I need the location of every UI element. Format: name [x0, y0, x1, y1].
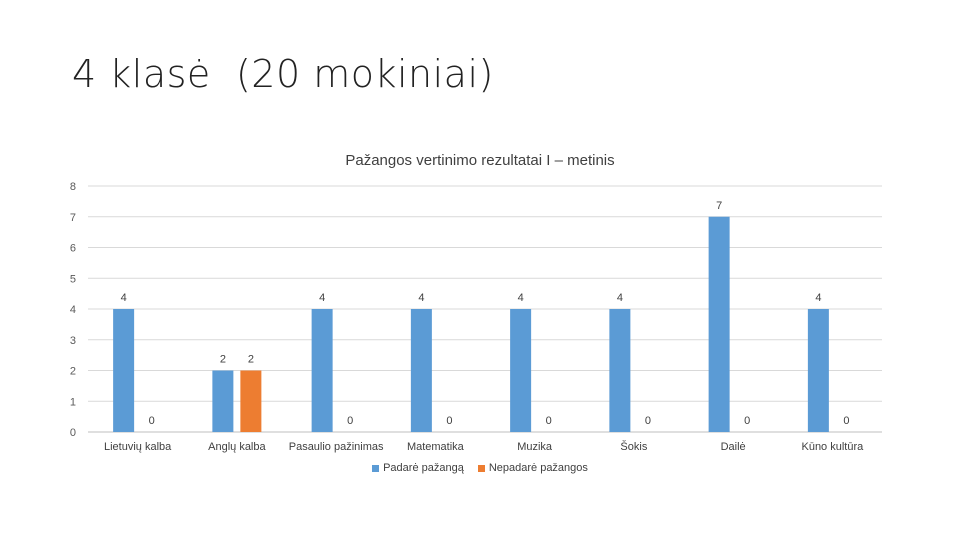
x-tick-label: Anglų kalba	[208, 441, 266, 453]
legend-swatch-padare	[372, 464, 380, 472]
x-tick-label: Matematika	[407, 441, 465, 453]
y-tick-label: 8	[70, 181, 76, 193]
y-tick-label: 7	[70, 212, 76, 224]
y-tick-label: 0	[70, 427, 76, 439]
data-label: 4	[518, 292, 524, 304]
legend-label-nepadare: Nepadarė pažangos	[488, 462, 588, 474]
data-label: 4	[815, 292, 821, 304]
data-label: 0	[546, 415, 552, 427]
legend-label-padare: Padarė pažangą	[383, 462, 464, 474]
x-tick-label: Kūno kultūra	[801, 441, 864, 453]
chart-title: Pažangos vertinimo rezultatai I – metini…	[345, 152, 615, 169]
data-label: 7	[716, 200, 722, 212]
bar	[410, 309, 432, 432]
y-tick-label: 6	[70, 243, 76, 255]
x-tick-label: Lietuvių kalba	[104, 441, 172, 453]
bar	[212, 370, 234, 432]
data-label: 0	[149, 415, 155, 427]
bar	[311, 309, 333, 432]
bar	[807, 309, 829, 432]
bar	[708, 216, 730, 432]
data-label: 0	[347, 415, 353, 427]
legend-swatch-nepadare	[477, 464, 485, 472]
data-label: 2	[248, 354, 254, 366]
slide-title: 4 klasė (20 mokiniai)	[72, 52, 494, 96]
data-label: 4	[418, 292, 424, 304]
x-tick-label: Pasaulio pažinimas	[289, 441, 384, 453]
bar	[240, 370, 262, 432]
data-label: 4	[319, 292, 325, 304]
x-tick-label: Muzika	[517, 441, 553, 453]
bar	[510, 309, 532, 432]
x-tick-label: Dailė	[721, 441, 746, 453]
legend-item-nepadare: Nepadarė pažangos	[477, 462, 588, 474]
data-label: 4	[121, 292, 127, 304]
y-tick-label: 3	[70, 335, 76, 347]
data-label: 4	[617, 292, 623, 304]
data-label: 0	[446, 415, 452, 427]
y-tick-label: 5	[70, 273, 76, 285]
legend-item-padare: Padarė pažangą	[372, 462, 464, 474]
data-label: 0	[843, 415, 849, 427]
data-label: 2	[220, 354, 226, 366]
chart-legend: Padarė pažangą Nepadarė pažangos	[0, 462, 960, 474]
bar	[609, 309, 631, 432]
data-label: 0	[744, 415, 750, 427]
y-tick-label: 4	[70, 304, 76, 316]
y-tick-label: 1	[70, 396, 76, 408]
data-label: 0	[645, 415, 651, 427]
x-tick-label: Šokis	[620, 440, 647, 453]
y-tick-label: 2	[70, 366, 76, 378]
bar	[113, 309, 135, 432]
